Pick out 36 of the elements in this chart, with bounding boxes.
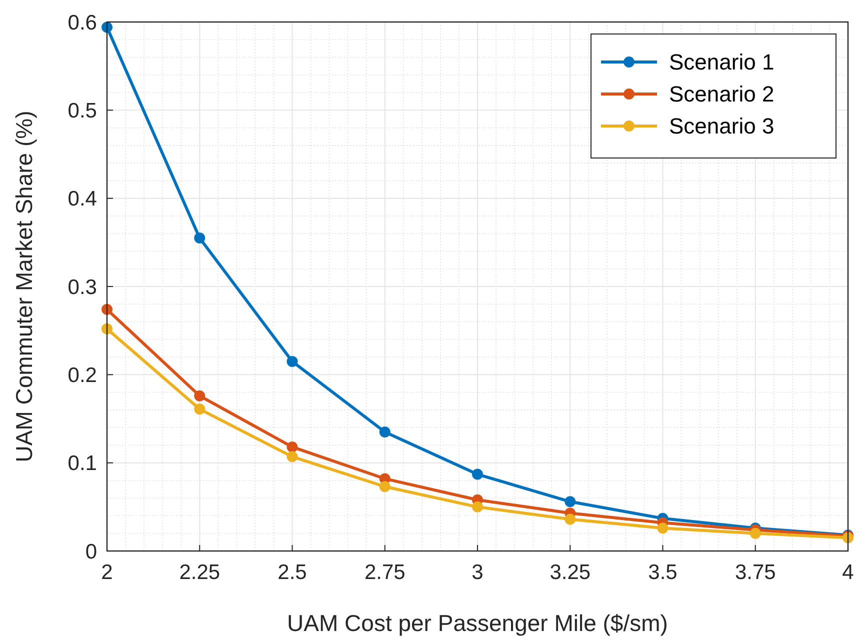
legend-label: Scenario 2 — [669, 82, 774, 107]
legend-label: Scenario 3 — [669, 114, 774, 139]
x-tick-label: 2.75 — [364, 561, 406, 584]
x-tick-label: 3 — [472, 561, 484, 584]
x-tick-label: 3.75 — [734, 561, 776, 584]
point — [286, 356, 298, 367]
y-tick-label: 0.3 — [68, 276, 97, 299]
y-tick-label: 0 — [85, 540, 97, 564]
point — [379, 481, 390, 492]
point — [750, 528, 761, 539]
y-tick-label: 0.2 — [68, 364, 97, 388]
point — [379, 426, 390, 438]
y-tick-label: 0.6 — [68, 11, 97, 34]
legend-label: Scenario 1 — [669, 50, 774, 75]
point — [194, 232, 206, 244]
x-tick-label: 4 — [842, 561, 854, 584]
point — [564, 496, 576, 508]
x-tick-label: 2.5 — [278, 561, 307, 584]
x-tick-label: 2.25 — [179, 561, 220, 584]
y-tick-label: 0.4 — [68, 188, 98, 211]
x-axis-title: UAM Cost per Passenger Mile ($/sm) — [287, 610, 668, 636]
y-axis-title: UAM Commuter Market Share (%) — [11, 110, 37, 462]
x-tick-label: 3.25 — [550, 561, 591, 584]
point — [286, 451, 298, 462]
point — [194, 390, 206, 402]
point — [472, 468, 483, 480]
x-tick-label: 2 — [101, 561, 113, 584]
point — [657, 522, 668, 534]
point — [472, 501, 483, 512]
y-tick-label: 0.1 — [68, 452, 97, 476]
y-tick-label: 0.5 — [68, 100, 97, 123]
point — [564, 514, 576, 525]
point — [286, 441, 298, 452]
point — [194, 404, 206, 415]
point — [102, 304, 112, 315]
x-tick-label: 3.5 — [648, 561, 678, 584]
